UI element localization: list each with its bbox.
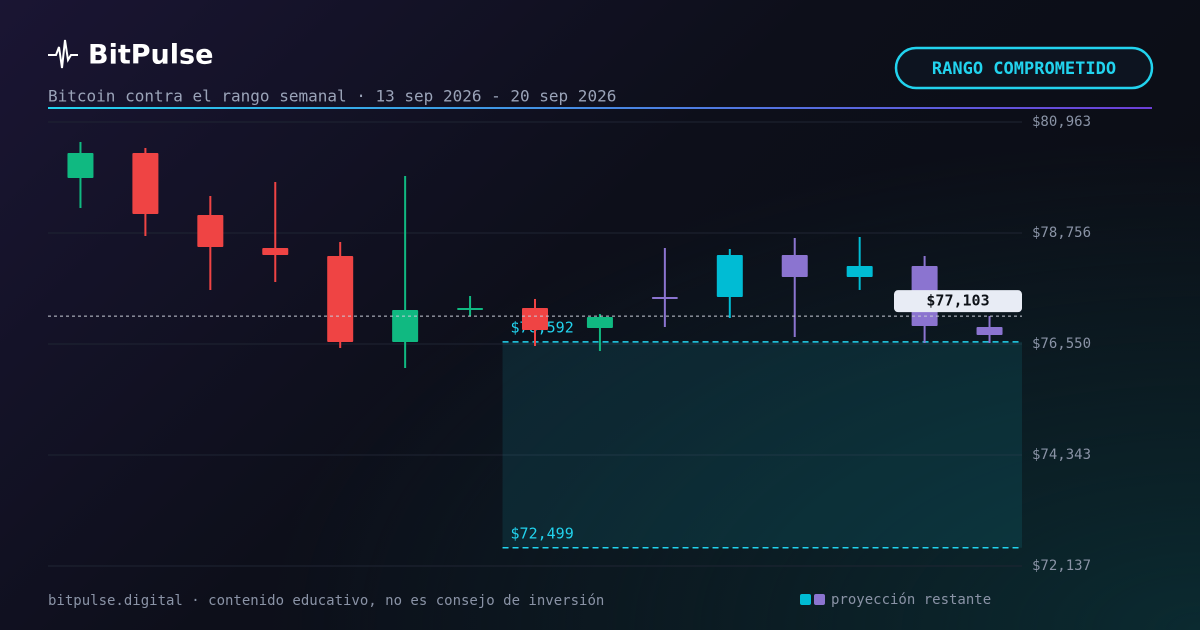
y-tick-label: $72,137	[1032, 558, 1091, 574]
candle-body	[392, 309, 419, 342]
range-area	[502, 341, 1022, 548]
candle-body	[651, 297, 678, 300]
candle-body	[457, 307, 484, 310]
y-tick-label: $78,756	[1032, 225, 1091, 241]
subtitle: Bitcoin contra el rango semanal · 13 sep…	[48, 87, 616, 106]
price-tag	[894, 290, 1022, 313]
candle-body	[132, 152, 159, 215]
candle-body	[327, 256, 354, 342]
candle-body	[586, 316, 613, 329]
y-tick-label: $74,343	[1032, 447, 1091, 463]
candle-body	[67, 152, 94, 178]
y-tick-label: $80,963	[1032, 114, 1091, 130]
candle-body	[197, 215, 224, 248]
legend-swatch	[814, 594, 825, 605]
candle-body	[522, 307, 548, 331]
candle-body	[976, 326, 1003, 335]
header-rule	[48, 107, 1152, 109]
candle-body	[262, 248, 289, 256]
badge-text: RANGO COMPROMETIDO	[932, 59, 1116, 79]
footer: bitpulse.digital · contenido educativo, …	[48, 593, 604, 609]
badge	[894, 46, 1154, 90]
candle-body	[846, 265, 873, 277]
range-label: $72,499	[511, 524, 574, 542]
logo-icon	[48, 39, 78, 69]
candle-body	[781, 255, 808, 277]
legend-label: proyección restante	[831, 592, 991, 608]
price-label: $77,103	[926, 292, 989, 310]
y-tick-label: $76,550	[1032, 336, 1091, 352]
candle-body	[716, 255, 743, 298]
legend-swatch	[800, 594, 811, 605]
brand: BitPulse	[88, 40, 213, 71]
chart: $72,137$74,343$76,550$78,756$80,963$76,5…	[48, 114, 1091, 608]
